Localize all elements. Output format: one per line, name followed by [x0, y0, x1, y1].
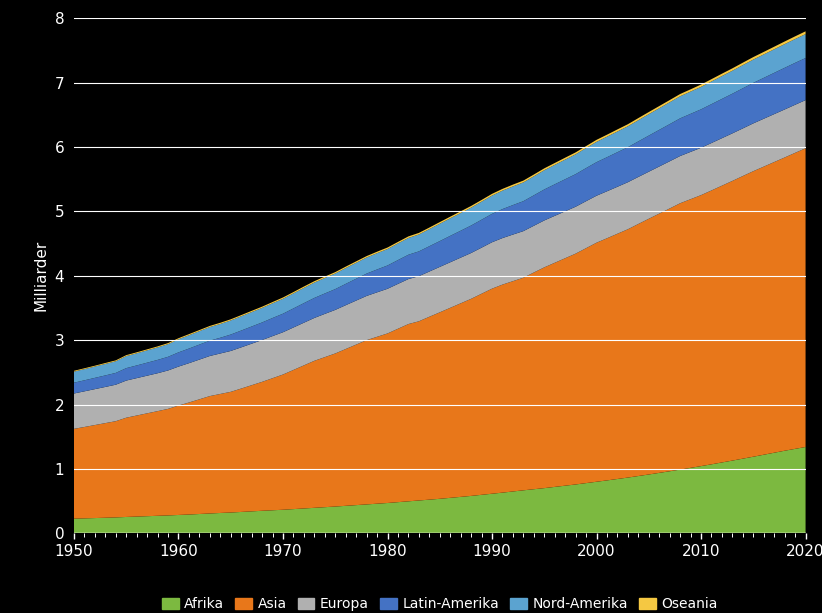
Y-axis label: Milliarder: Milliarder — [34, 240, 49, 311]
Legend: Afrika, Asia, Europa, Latin-Amerika, Nord-Amerika, Oseania: Afrika, Asia, Europa, Latin-Amerika, Nor… — [156, 592, 723, 613]
